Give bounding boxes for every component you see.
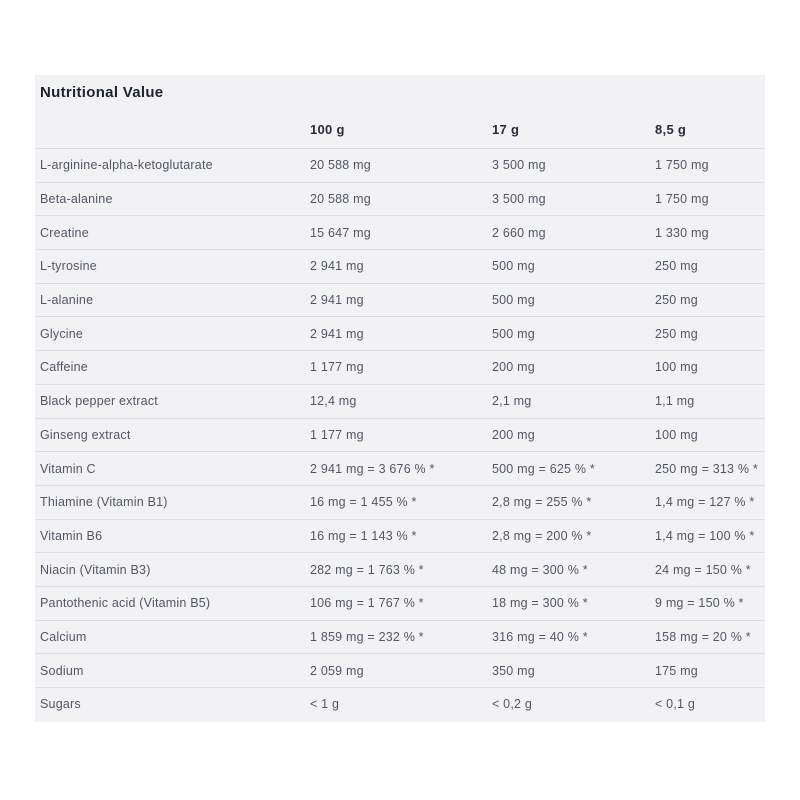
value-per-8-5g: 250 mg = 313 % * [655,461,758,476]
nutrient-name: Calcium [40,629,87,644]
value-per-100g: 106 mg = 1 767 % * [310,596,424,611]
nutrient-name: L-arginine-alpha-ketoglutarate [40,158,213,173]
table-row: Caffeine 1 177 mg 200 mg 100 mg [35,350,765,384]
value-per-100g: 1 177 mg [310,427,364,442]
value-per-100g: 2 059 mg [310,663,364,678]
value-per-8-5g: 158 mg = 20 % * [655,629,751,644]
value-per-17g: < 0,2 g [492,697,532,712]
nutrient-name: Beta-alanine [40,192,113,207]
value-per-8-5g: 100 mg [655,360,698,375]
table-row: Vitamin C 2 941 mg = 3 676 % * 500 mg = … [35,451,765,485]
nutrient-name: Pantothenic acid (Vitamin B5) [40,596,211,611]
nutrient-name: Black pepper extract [40,394,158,409]
value-per-17g: 18 mg = 300 % * [492,596,588,611]
value-per-100g: 1 859 mg = 232 % * [310,629,424,644]
value-per-8-5g: 175 mg [655,663,698,678]
value-per-100g: 20 588 mg [310,192,371,207]
value-per-8-5g: 9 mg = 150 % * [655,596,744,611]
value-per-8-5g: 250 mg [655,293,698,308]
nutrient-name: L-tyrosine [40,259,97,274]
value-per-8-5g: < 0,1 g [655,697,695,712]
value-per-17g: 500 mg = 625 % * [492,461,595,476]
nutrient-name: Niacin (Vitamin B3) [40,562,151,577]
value-per-8-5g: 1,1 mg [655,394,695,409]
value-per-17g: 2,8 mg = 200 % * [492,528,592,543]
value-per-17g: 200 mg [492,427,535,442]
value-per-17g: 3 500 mg [492,192,546,207]
value-per-8-5g: 250 mg [655,326,698,341]
table-row: Glycine 2 941 mg 500 mg 250 mg [35,316,765,350]
nutrient-name: L-alanine [40,293,94,308]
nutrient-name: Vitamin B6 [40,528,103,543]
table-row: Pantothenic acid (Vitamin B5) 106 mg = 1… [35,585,765,620]
table-row: L-alanine 2 941 mg 500 mg 250 mg [35,282,765,317]
value-per-100g: 282 mg = 1 763 % * [310,562,424,577]
value-per-17g: 2,8 mg = 255 % * [492,495,592,510]
table-row: Ginseng extract 1 177 mg 200 mg 100 mg [35,417,765,452]
value-per-17g: 2 660 mg [492,225,546,240]
nutrient-name: Creatine [40,225,89,240]
value-per-8-5g: 1 330 mg [655,225,709,240]
column-header-100g: 100 g [310,122,345,137]
value-per-100g: 2 941 mg = 3 676 % * [310,461,435,476]
value-per-17g: 500 mg [492,259,535,274]
value-per-17g: 48 mg = 300 % * [492,562,588,577]
table-row: L-tyrosine 2 941 mg 500 mg 250 mg [35,249,765,283]
nutrient-name: Ginseng extract [40,427,131,442]
nutrient-name: Sugars [40,697,81,712]
table-row: L-arginine-alpha-ketoglutarate 20 588 mg… [35,148,765,182]
value-per-100g: 16 mg = 1 143 % * [310,528,417,543]
value-per-17g: 500 mg [492,326,535,341]
nutrient-name: Glycine [40,326,84,341]
table-row: Beta-alanine 20 588 mg 3 500 mg 1 750 mg [35,181,765,216]
value-per-8-5g: 250 mg [655,259,698,274]
column-header-17g: 17 g [492,122,520,137]
value-per-100g: 1 177 mg [310,360,364,375]
value-per-8-5g: 24 mg = 150 % * [655,562,751,577]
table-row: Niacin (Vitamin B3) 282 mg = 1 763 % * 4… [35,552,765,586]
table-row: Vitamin B6 16 mg = 1 143 % * 2,8 mg = 20… [35,518,765,553]
nutrition-table: Nutritional Value 100 g 17 g 8,5 g L-arg… [35,75,765,722]
value-per-8-5g: 1 750 mg [655,158,709,173]
nutrient-name: Sodium [40,663,84,678]
table-header-row: 100 g 17 g 8,5 g [35,101,765,148]
table-row: Sugars < 1 g < 0,2 g < 0,1 g [35,687,765,721]
column-header-8-5g: 8,5 g [655,122,687,137]
value-per-17g: 316 mg = 40 % * [492,629,588,644]
table-row: Calcium 1 859 mg = 232 % * 316 mg = 40 %… [35,619,765,654]
nutrient-name: Vitamin C [40,461,96,476]
value-per-100g: 2 941 mg [310,326,364,341]
value-per-8-5g: 1,4 mg = 100 % * [655,528,755,543]
table-body: L-arginine-alpha-ketoglutarate 20 588 mg… [35,148,765,721]
table-row: Creatine 15 647 mg 2 660 mg 1 330 mg [35,215,765,249]
value-per-8-5g: 100 mg [655,427,698,442]
table-row: Sodium 2 059 mg 350 mg 175 mg [35,653,765,687]
value-per-100g: 15 647 mg [310,225,371,240]
value-per-8-5g: 1 750 mg [655,192,709,207]
nutrient-name: Thiamine (Vitamin B1) [40,495,168,510]
value-per-17g: 2,1 mg [492,394,532,409]
table-row: Black pepper extract 12,4 mg 2,1 mg 1,1 … [35,383,765,418]
value-per-100g: < 1 g [310,697,340,712]
nutrient-name: Caffeine [40,360,88,375]
value-per-17g: 200 mg [492,360,535,375]
value-per-8-5g: 1,4 mg = 127 % * [655,495,755,510]
value-per-17g: 500 mg [492,293,535,308]
table-title: Nutritional Value [40,84,164,101]
value-per-100g: 16 mg = 1 455 % * [310,495,417,510]
table-row: Thiamine (Vitamin B1) 16 mg = 1 455 % * … [35,484,765,519]
value-per-100g: 2 941 mg [310,293,364,308]
value-per-17g: 3 500 mg [492,158,546,173]
value-per-100g: 20 588 mg [310,158,371,173]
value-per-17g: 350 mg [492,663,535,678]
value-per-100g: 12,4 mg [310,394,357,409]
value-per-100g: 2 941 mg [310,259,364,274]
